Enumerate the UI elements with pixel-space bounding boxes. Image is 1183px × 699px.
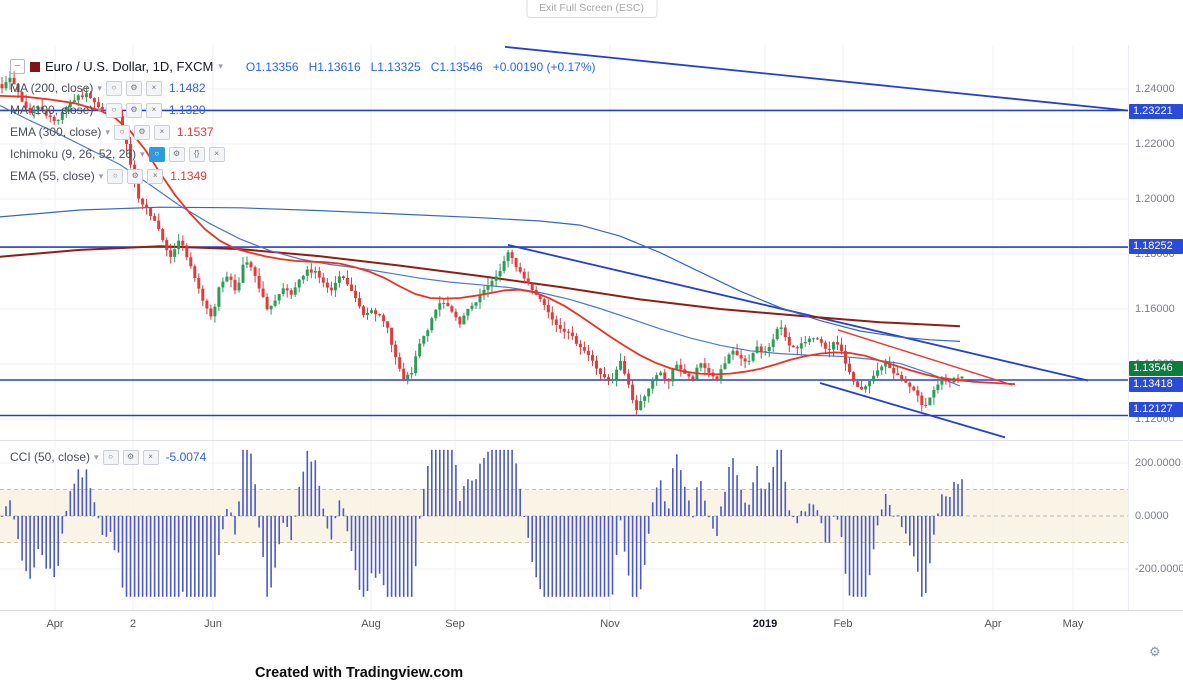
indicator-label[interactable]: MA (200, close) bbox=[10, 81, 94, 95]
ema-300-line bbox=[0, 245, 961, 328]
cci-indicator-row: CCI (50, close) ○⚙× -5.0074 bbox=[10, 446, 206, 468]
trendline-upper-resistance bbox=[504, 46, 1128, 112]
chevron-down-icon bbox=[94, 452, 99, 463]
settings-icon[interactable]: ⚙ bbox=[168, 146, 185, 162]
indicator-row: EMA (55, close) ○⚙× 1.1349 bbox=[10, 165, 595, 187]
indicator-row: Ichimoku (9, 26, 52, 26) ○⚙{}× bbox=[10, 143, 595, 165]
time-tick: 2019 bbox=[752, 618, 778, 630]
delete-icon[interactable]: × bbox=[153, 124, 170, 140]
time-tick: Nov bbox=[600, 618, 620, 630]
time-axis[interactable]: Apr 2 Jun Aug Sep Nov 2019 Feb Apr May bbox=[0, 610, 1183, 639]
chevron-down-icon[interactable] bbox=[218, 61, 223, 72]
indicator-row: MA (200, close) ○⚙× 1.1482 bbox=[10, 77, 595, 99]
loading-icon[interactable]: ○ bbox=[148, 146, 165, 162]
cci-tick: 0.0000 bbox=[1135, 510, 1169, 522]
price-level-label[interactable]: 1.13418 bbox=[1129, 377, 1183, 392]
price-tick: 1.24000 bbox=[1135, 83, 1175, 95]
time-tick: Apr bbox=[984, 618, 1002, 630]
gear-icon[interactable] bbox=[1149, 644, 1161, 660]
candles bbox=[0, 70, 964, 415]
price-axis[interactable]: 1.240001.220001.200001.180001.160001.140… bbox=[1128, 45, 1183, 610]
time-tick: Sep bbox=[445, 618, 465, 630]
visibility-icon[interactable]: ○ bbox=[107, 168, 124, 184]
delete-icon[interactable]: × bbox=[147, 168, 164, 184]
visibility-icon[interactable]: ○ bbox=[113, 124, 130, 140]
chevron-down-icon bbox=[97, 105, 102, 116]
chevron-down-icon bbox=[97, 83, 102, 94]
ohlc-high: H1.13616 bbox=[308, 59, 361, 74]
ohlc-open: O1.13356 bbox=[245, 59, 299, 74]
indicator-row: EMA (300, close) ○⚙× 1.1537 bbox=[10, 121, 595, 143]
time-tick: Apr bbox=[46, 618, 64, 630]
ohlc-close: C1.13546 bbox=[430, 59, 483, 74]
settings-icon[interactable]: ⚙ bbox=[125, 80, 142, 96]
cci-tick: 200.0000 bbox=[1135, 457, 1181, 469]
ma-200-line bbox=[0, 206, 961, 342]
chart-canvas[interactable] bbox=[0, 45, 1128, 610]
price-level-label[interactable]: 1.12127 bbox=[1129, 402, 1183, 417]
indicator-value: 1.1537 bbox=[176, 125, 214, 139]
indicator-label[interactable]: Ichimoku (9, 26, 52, 26) bbox=[10, 147, 137, 161]
source-icon[interactable]: {} bbox=[188, 146, 205, 162]
indicator-row: MA (100, close) ○⚙× 1.1320 bbox=[10, 99, 595, 121]
cci-legend-row: CCI (50, close) ○⚙× -5.0074 bbox=[10, 446, 206, 468]
indicator-label[interactable]: MA (100, close) bbox=[10, 103, 94, 117]
symbol-title[interactable]: Euro / U.S. Dollar, 1D, FXCM bbox=[45, 59, 214, 74]
trendline-channel-bottom bbox=[819, 382, 1006, 439]
ma-100-line bbox=[0, 104, 961, 387]
symbol-logo-icon bbox=[30, 61, 40, 72]
trendline-channel-top bbox=[507, 244, 1089, 382]
delete-icon[interactable]: × bbox=[208, 146, 225, 162]
gridlines bbox=[0, 45, 1128, 610]
time-tick: May bbox=[1062, 618, 1084, 630]
chevron-down-icon bbox=[105, 127, 110, 138]
delete-icon[interactable]: × bbox=[145, 102, 162, 118]
visibility-icon[interactable]: ○ bbox=[105, 80, 122, 96]
last-price-label: 1.13546 bbox=[1129, 361, 1183, 376]
ema-55-line bbox=[0, 95, 1016, 385]
ema-55-layer bbox=[0, 95, 1016, 385]
collapse-legend-icon[interactable] bbox=[10, 59, 25, 74]
ma-lines bbox=[0, 104, 961, 387]
time-tick: Jun bbox=[204, 618, 222, 630]
ohlc-change: +0.00190 (+0.17%) bbox=[492, 59, 596, 74]
indicator-value: 1.1482 bbox=[168, 81, 206, 95]
settings-icon[interactable]: ⚙ bbox=[127, 168, 144, 184]
credit-text: Created with Tradingview.com bbox=[255, 665, 464, 681]
delete-icon[interactable]: × bbox=[145, 80, 162, 96]
trendlines[interactable] bbox=[504, 46, 1128, 439]
indicator-value: 1.1320 bbox=[168, 103, 206, 117]
indicator-label[interactable]: CCI (50, close) bbox=[10, 450, 91, 464]
indicator-label[interactable]: EMA (55, close) bbox=[10, 169, 95, 183]
cci-bars bbox=[1, 449, 963, 597]
delete-icon[interactable]: × bbox=[142, 449, 159, 465]
time-tick: Feb bbox=[833, 618, 853, 630]
visibility-icon[interactable]: ○ bbox=[105, 102, 122, 118]
indicator-label[interactable]: EMA (300, close) bbox=[10, 125, 102, 139]
ohlc-low: L1.13325 bbox=[370, 59, 421, 74]
indicator-value: 1.1349 bbox=[170, 169, 207, 183]
time-tick: Aug bbox=[361, 618, 381, 630]
trendline-red bbox=[837, 329, 1013, 386]
indicator-value: -5.0074 bbox=[165, 450, 207, 464]
chevron-down-icon bbox=[99, 171, 104, 182]
chevron-down-icon bbox=[140, 149, 145, 160]
pane-divider[interactable] bbox=[0, 440, 1183, 441]
visibility-icon[interactable]: ○ bbox=[102, 449, 119, 465]
settings-icon[interactable]: ⚙ bbox=[125, 102, 142, 118]
price-level-label[interactable]: 1.18252 bbox=[1129, 239, 1183, 254]
settings-icon[interactable]: ⚙ bbox=[133, 124, 150, 140]
settings-icon[interactable]: ⚙ bbox=[122, 449, 139, 465]
cci-tick: -200.0000 bbox=[1135, 563, 1183, 575]
symbol-row: Euro / U.S. Dollar, 1D, FXCM O1.13356 H1… bbox=[10, 56, 595, 77]
price-tick: 1.20000 bbox=[1135, 193, 1175, 205]
price-tick: 1.22000 bbox=[1135, 138, 1175, 150]
exit-fullscreen-button[interactable]: Exit Full Screen (ESC) bbox=[525, 0, 658, 18]
legend: Euro / U.S. Dollar, 1D, FXCM O1.13356 H1… bbox=[10, 56, 595, 187]
price-tick: 1.16000 bbox=[1135, 303, 1175, 315]
price-level-label[interactable]: 1.23221 bbox=[1129, 104, 1183, 119]
time-tick: 2 bbox=[129, 618, 137, 630]
